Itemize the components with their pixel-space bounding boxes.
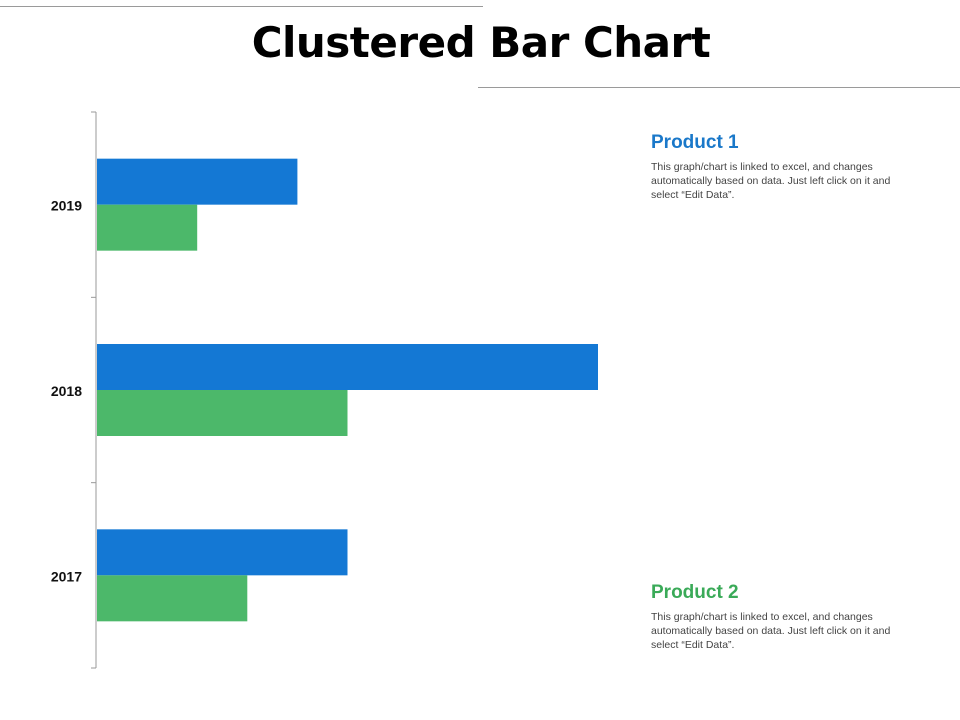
category-label-2019: 2019 (51, 198, 82, 214)
bar-product-1-2018 (97, 344, 598, 390)
bar-product-2-2018 (97, 390, 348, 436)
legend-product-2: Product 2 This graph/chart is linked to … (651, 582, 901, 652)
bar-product-2-2019 (97, 204, 198, 251)
bar-product-1-2019 (97, 158, 298, 205)
bar-product-2-2017 (97, 575, 248, 622)
bar-product-1-2017 (97, 529, 348, 576)
legend-description-product-2: This graph/chart is linked to excel, and… (651, 611, 891, 651)
legend-description-product-1: This graph/chart is linked to excel, and… (651, 161, 891, 201)
top-rule (0, 6, 483, 7)
page-title: Clustered Bar Chart (251, 18, 711, 67)
legend-product-1: Product 1 This graph/chart is linked to … (651, 132, 901, 202)
legend-heading-product-1: Product 1 (651, 132, 739, 153)
category-label-2018: 2018 (51, 383, 82, 399)
title-underline-rule (478, 87, 960, 88)
legend-heading-product-2: Product 2 (651, 582, 739, 603)
category-label-2017: 2017 (51, 568, 82, 584)
